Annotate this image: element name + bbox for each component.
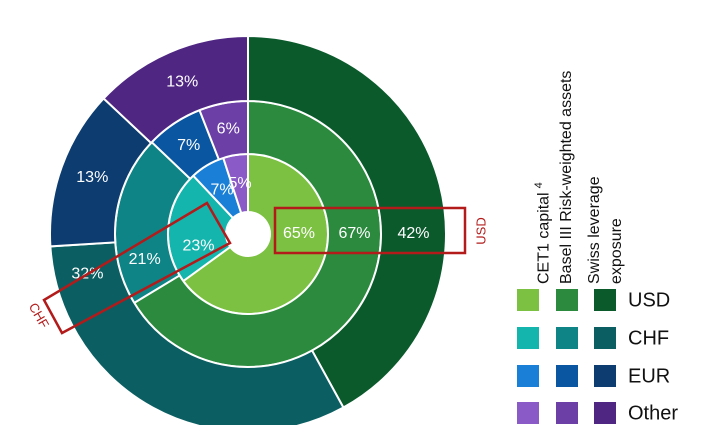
footnote: 4 — [533, 182, 545, 189]
legend-header: CET1 capital 4 — [528, 84, 555, 284]
highlight-box — [273, 206, 467, 255]
value-label: 13% — [76, 169, 108, 186]
series-name: Swiss leverage exposure — [586, 176, 625, 284]
value-label: 13% — [166, 73, 198, 90]
highlight-box — [42, 201, 232, 335]
value-label: 65% — [283, 225, 315, 242]
legend-label: Other — [628, 402, 678, 424]
legend-label: CHF — [628, 327, 669, 349]
value-label: 7% — [210, 181, 233, 198]
value-label: 67% — [338, 225, 370, 242]
annotation: USD — [473, 217, 488, 244]
legend-swatch — [517, 289, 539, 311]
legend-swatch — [556, 365, 578, 387]
series-name: Basel III Risk-weighted assets — [558, 70, 575, 284]
legend-swatch — [517, 365, 539, 387]
annotation: CHF — [26, 300, 52, 331]
legend-swatch — [594, 289, 616, 311]
legend-swatch — [517, 327, 539, 349]
value-label: 6% — [217, 121, 240, 138]
legend-header: Basel III Risk-weighted assets — [556, 0, 578, 284]
segment — [247, 34, 447, 409]
legend-swatch — [556, 327, 578, 349]
legend-label: USD — [628, 289, 670, 311]
legend-swatch — [517, 402, 539, 424]
legend-swatch — [594, 365, 616, 387]
legend-header: Swiss leverage exposure — [584, 149, 628, 284]
segment — [102, 34, 249, 145]
series-name: CET1 capital — [535, 192, 553, 284]
legend-swatch — [594, 327, 616, 349]
value-label: 21% — [129, 251, 161, 268]
value-label: 5% — [228, 175, 251, 192]
legend-label: EUR — [628, 365, 670, 387]
value-label: 42% — [397, 225, 429, 242]
legend-swatch — [556, 402, 578, 424]
value-label: 23% — [182, 238, 214, 255]
legend-swatch — [594, 402, 616, 424]
legend-swatch — [556, 289, 578, 311]
value-label: 7% — [177, 137, 200, 154]
segment — [49, 241, 345, 425]
